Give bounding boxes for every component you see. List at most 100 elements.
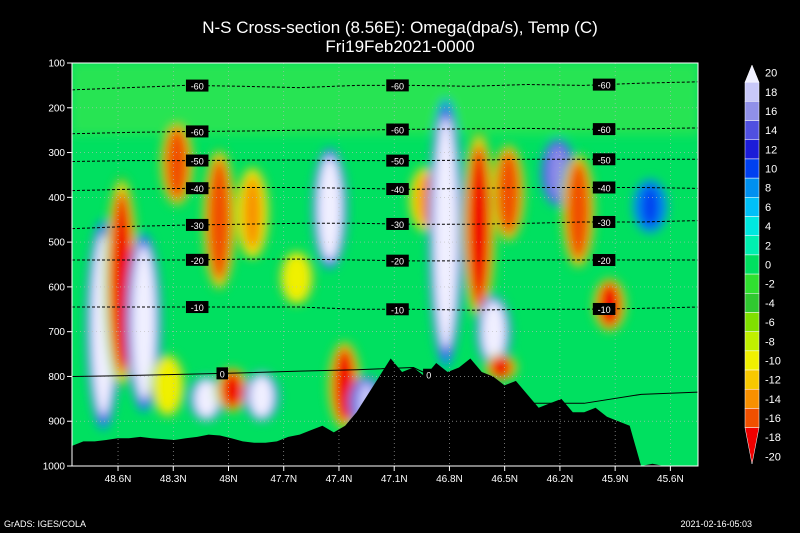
x-tick-label-6: 46.8N [436, 474, 463, 485]
temp-label-bg-5-2 [592, 254, 616, 267]
temp-label-bg-3-2 [592, 181, 616, 194]
omega-feature-10 [287, 256, 306, 299]
x-tick-label-9: 45.9N [602, 474, 629, 485]
x-tick-label-3: 47.7N [270, 474, 297, 485]
temp-label-bg-5-0 [185, 253, 209, 266]
temp-contour-label-4-1: -30 [391, 220, 404, 230]
colorbar-segment-17 [744, 388, 760, 409]
colorbar-segment-9 [744, 235, 760, 256]
temp-label-bg-2-2 [592, 153, 616, 166]
colorbar-label-9: 2 [765, 240, 771, 252]
generation-timestamp: 2021-02-16-05:03 [680, 519, 752, 529]
omega-feature-3 [167, 130, 186, 198]
temp-label-bg-2-1 [386, 154, 409, 167]
temp-contour-label-0-2: -60 [598, 81, 611, 91]
colorbar-label-20: -20 [765, 451, 781, 463]
omega-feature-1 [112, 198, 131, 367]
colorbar-segment-7 [744, 197, 760, 217]
temp-label-bg-0-1 [386, 79, 409, 92]
colorbar-segment-4 [744, 139, 760, 160]
colorbar-arrow-top [744, 64, 760, 83]
y-tick-label-9: 1000 [43, 462, 66, 473]
colorbar-segment-2 [744, 101, 760, 121]
temp-label-bg-7-0 [216, 367, 228, 380]
temp-contour-label-1-1: -60 [391, 126, 404, 136]
colorbar-segment-18 [744, 408, 760, 428]
colorbar-label-5: 10 [765, 164, 777, 176]
colorbar-label-10: 0 [765, 260, 771, 272]
omega-feature-12 [335, 350, 354, 421]
x-tick-label-2: 48N [219, 474, 237, 485]
temp-label-bg-1-1 [386, 123, 409, 136]
grads-credit: GrADS: IGES/COLA [4, 519, 87, 529]
x-tick-label-10: 45.6N [657, 474, 684, 485]
temp-label-bg-4-1 [386, 217, 409, 230]
temp-label-bg-3-0 [185, 182, 209, 195]
temp-contour-label-5-1: -20 [391, 257, 404, 267]
temp-label-bg-0-2 [592, 78, 616, 91]
colorbar-label-19: -18 [765, 432, 781, 444]
temp-label-bg-3-1 [386, 183, 409, 196]
temp-contour-label-7-1: 0 [426, 371, 431, 381]
x-tick-label-8: 46.2N [547, 474, 574, 485]
temp-contour-label-4-0: -30 [191, 221, 204, 231]
colorbar-label-16: -12 [765, 375, 781, 387]
temp-label-bg-7-1 [423, 368, 435, 381]
colorbar-segment-14 [744, 331, 760, 352]
y-tick-label-5: 600 [48, 282, 65, 293]
colorbar-segment-1 [744, 81, 760, 102]
x-tick-label-5: 47.1N [381, 474, 408, 485]
temp-label-bg-4-0 [185, 218, 209, 231]
y-tick-label-6: 700 [48, 327, 65, 338]
temp-contour-label-6-2: -10 [598, 305, 611, 315]
temp-label-bg-0-0 [185, 79, 209, 92]
temp-label-bg-6-2 [592, 302, 616, 315]
colorbar-label-18: -16 [765, 413, 781, 425]
temp-contour-label-5-0: -20 [191, 256, 204, 266]
omega-feature-6 [197, 381, 216, 417]
y-tick-label-2: 300 [48, 148, 65, 159]
y-tick-label-3: 400 [48, 193, 65, 204]
temp-label-bg-2-0 [185, 154, 209, 167]
omega-feature-2 [134, 252, 153, 393]
y-tick-label-4: 500 [48, 238, 65, 249]
colorbar-segment-8 [744, 216, 760, 236]
temp-label-bg-6-1 [386, 303, 409, 316]
colorbar-arrow-bottom [744, 427, 760, 465]
omega-feature-8 [243, 176, 262, 250]
colorbar-segment-10 [744, 254, 760, 275]
temp-label-bg-1-0 [185, 125, 209, 138]
omega-feature-16 [469, 151, 488, 302]
omega-feature-21 [569, 165, 588, 257]
omega-feature-11 [320, 161, 339, 256]
x-tick-label-4: 47.4N [326, 474, 353, 485]
colorbar-label-4: 12 [765, 144, 777, 156]
colorbar-label-15: -10 [765, 355, 781, 367]
colorbar-label-13: -6 [765, 317, 775, 329]
colorbar-label-12: -4 [765, 298, 775, 310]
omega-feature-19 [499, 154, 518, 232]
omega-feature-5 [210, 163, 229, 276]
temp-contour-label-6-1: -10 [391, 305, 404, 315]
temp-contour-label-2-2: -50 [598, 155, 611, 165]
temp-contour-label-5-2: -20 [598, 256, 611, 266]
x-tick-label-0: 48.6N [105, 474, 132, 485]
colorbar-label-14: -8 [765, 336, 775, 348]
colorbar-segment-11 [744, 273, 760, 294]
temp-label-bg-4-2 [592, 215, 616, 228]
colorbar-label-0: 20 [765, 68, 777, 80]
temp-contour-7 [72, 366, 698, 404]
omega-feature-15 [436, 128, 455, 339]
colorbar-segment-6 [744, 177, 760, 198]
omega-feature-17 [484, 303, 503, 360]
temp-label-bg-6-0 [185, 301, 209, 314]
omega-field [72, 63, 698, 466]
temp-contour-label-3-2: -40 [598, 183, 611, 193]
colorbar-label-7: 6 [765, 202, 771, 214]
x-tick-label-7: 46.5N [491, 474, 518, 485]
omega-feature-7 [223, 372, 242, 408]
colorbar-label-6: 8 [765, 183, 771, 195]
y-tick-label-0: 100 [48, 59, 65, 70]
colorbar-segment-15 [744, 350, 760, 371]
